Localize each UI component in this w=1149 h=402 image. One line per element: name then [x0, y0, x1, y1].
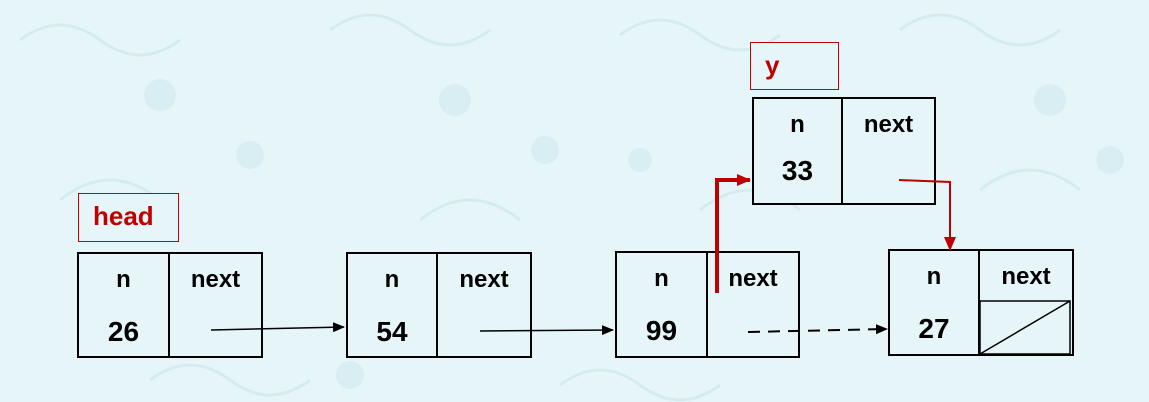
- list-node-99: n 99 next: [615, 251, 800, 358]
- node-data-cell: n 26: [79, 254, 170, 356]
- list-node-26: n 26 next: [77, 252, 263, 358]
- node-field-label-n: n: [654, 265, 669, 292]
- node-data-cell: n 27: [890, 251, 980, 354]
- head-label-text: head: [93, 201, 154, 231]
- node-next-cell: next: [843, 99, 934, 203]
- node-field-label-n: n: [384, 266, 400, 293]
- head-pointer-label: head: [78, 193, 179, 242]
- node-value: 27: [918, 313, 950, 344]
- node-next-cell: next: [438, 254, 530, 356]
- node-next-cell: next: [708, 253, 798, 356]
- node-value: 54: [376, 316, 408, 347]
- node-field-label-next: next: [728, 265, 778, 292]
- list-node-27: n 27 next: [888, 249, 1074, 356]
- node-field-label-n: n: [116, 266, 131, 293]
- node-data-cell: n 99: [617, 253, 708, 356]
- node-field-label-n: n: [790, 111, 805, 138]
- node-field-label-n: n: [926, 263, 942, 290]
- node-data-cell: n 33: [754, 99, 843, 203]
- node-field-label-next: next: [459, 266, 509, 293]
- node-next-cell: next: [170, 254, 261, 356]
- y-label-text: y: [765, 50, 780, 80]
- y-pointer-label: y: [750, 42, 839, 90]
- inserted-node-33: n 33 next: [752, 97, 936, 205]
- node-field-label-next: next: [1001, 263, 1051, 290]
- node-value: 33: [781, 155, 814, 186]
- node-next-cell: next: [980, 251, 1072, 354]
- node-field-label-next: next: [863, 111, 914, 138]
- node-data-cell: n 54: [348, 254, 438, 356]
- node-field-label-next: next: [190, 266, 241, 293]
- list-node-54: n 54 next: [346, 252, 532, 358]
- node-value: 26: [107, 316, 140, 347]
- node-value: 99: [645, 315, 678, 346]
